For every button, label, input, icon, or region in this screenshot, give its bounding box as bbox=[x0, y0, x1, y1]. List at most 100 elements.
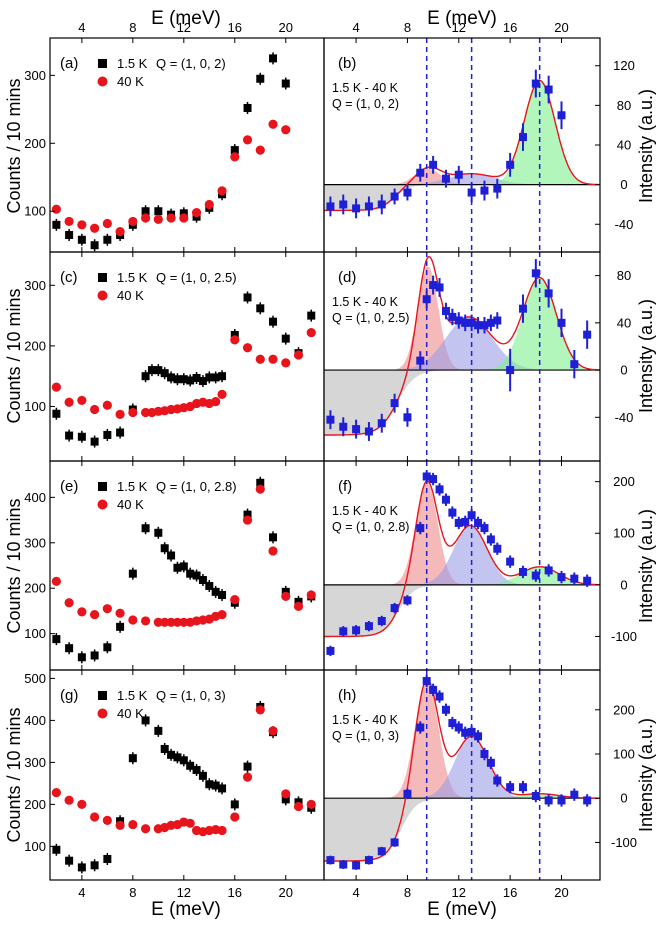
data-point-lowT bbox=[230, 146, 239, 155]
data-point-highT bbox=[293, 801, 304, 812]
data-point-lowT bbox=[90, 241, 99, 250]
data-point bbox=[403, 789, 412, 798]
data-point-lowT bbox=[218, 784, 227, 793]
panel-label: (c) bbox=[60, 269, 78, 286]
data-point bbox=[390, 399, 399, 408]
data-point-lowT bbox=[103, 430, 112, 439]
data-point-highT bbox=[128, 819, 138, 830]
data-point-lowT bbox=[281, 334, 290, 343]
xtick-label-top: 4 bbox=[78, 20, 85, 35]
data-point-highT bbox=[64, 397, 74, 407]
data-point bbox=[467, 318, 476, 327]
plot-area-g bbox=[51, 700, 316, 874]
data-point-lowT bbox=[116, 428, 125, 437]
data-point-lowT bbox=[103, 235, 112, 244]
data-point bbox=[326, 202, 335, 211]
data-point-highT bbox=[230, 152, 240, 162]
fit-curve bbox=[324, 480, 600, 638]
data-point bbox=[480, 750, 489, 758]
data-point bbox=[422, 295, 431, 304]
data-point-lowT bbox=[128, 754, 137, 763]
bottom-xlabel-left: E (meV) bbox=[151, 899, 221, 920]
legend-marker-lowT bbox=[98, 59, 107, 68]
data-point-lowT bbox=[256, 304, 265, 313]
data-point-highT bbox=[102, 604, 112, 614]
background-fill bbox=[324, 584, 600, 637]
data-point bbox=[377, 847, 386, 856]
data-point-lowT bbox=[186, 761, 195, 770]
data-point-lowT bbox=[205, 373, 214, 382]
data-point-lowT bbox=[186, 569, 195, 578]
data-point-lowT bbox=[90, 437, 99, 446]
data-point-highT bbox=[64, 795, 74, 805]
data-point-highT bbox=[293, 350, 304, 360]
ytick-label: 0 bbox=[620, 577, 627, 592]
data-point-highT bbox=[153, 617, 163, 627]
data-point bbox=[339, 627, 348, 636]
data-point bbox=[454, 518, 463, 527]
data-point bbox=[435, 485, 444, 494]
data-point-lowT bbox=[281, 795, 290, 804]
plot-area-b bbox=[324, 38, 600, 252]
data-point-highT bbox=[217, 389, 227, 399]
data-point-lowT bbox=[65, 431, 74, 440]
q-label: Q = (1, 0, 3) bbox=[332, 729, 399, 743]
data-point bbox=[583, 576, 592, 585]
xtick-label-bottom: 12 bbox=[452, 885, 466, 900]
data-point-lowT bbox=[211, 781, 220, 790]
panel-e: (e) 1.5 K Q = (1, 0, 2.8) 40 K 100 200 300 400 bbox=[24, 460, 325, 671]
ylabel-left-row1: Counts / 10 mins bbox=[4, 78, 24, 213]
data-point bbox=[506, 160, 515, 169]
data-point-highT bbox=[166, 213, 176, 223]
data-point-highT bbox=[90, 404, 100, 415]
data-point-lowT bbox=[179, 209, 188, 218]
data-point bbox=[518, 304, 527, 313]
data-point bbox=[390, 604, 399, 613]
data-point-highT bbox=[64, 598, 74, 608]
data-point-highT bbox=[242, 343, 253, 353]
ytick-label: 200 bbox=[613, 702, 635, 717]
data-point-lowT bbox=[192, 765, 201, 774]
data-point-lowT bbox=[52, 409, 61, 418]
legend-label-lowT: 1.5 K bbox=[117, 270, 148, 285]
data-point-lowT bbox=[230, 330, 239, 339]
legend-label-lowT: 1.5 K bbox=[117, 56, 148, 71]
panel-label: (e) bbox=[60, 478, 78, 495]
plot-area-h bbox=[324, 670, 600, 880]
xtick-label-bottom: 8 bbox=[129, 885, 136, 900]
xtick-label-bottom: 16 bbox=[228, 885, 242, 900]
data-point-lowT bbox=[77, 863, 86, 872]
data-point-lowT bbox=[179, 562, 188, 571]
data-point-lowT bbox=[65, 856, 74, 865]
legend-marker-highT bbox=[97, 290, 108, 301]
data-point-highT bbox=[77, 799, 87, 810]
data-point-highT bbox=[128, 216, 138, 227]
data-point bbox=[454, 723, 463, 732]
panel-label: (h) bbox=[338, 687, 356, 704]
data-point bbox=[474, 321, 483, 330]
data-point-lowT bbox=[141, 207, 150, 216]
data-point-highT bbox=[191, 207, 202, 218]
data-point-highT bbox=[166, 617, 176, 627]
data-point bbox=[422, 472, 431, 481]
xtick-label-bottom: 4 bbox=[78, 885, 85, 900]
data-point-lowT bbox=[179, 375, 188, 384]
data-point bbox=[486, 318, 495, 327]
data-point bbox=[326, 646, 335, 655]
data-point bbox=[352, 861, 361, 870]
data-point-highT bbox=[230, 594, 240, 605]
ylabel-left-row2: Counts / 10 mins bbox=[4, 288, 24, 423]
xtick-label-top: 20 bbox=[279, 20, 293, 35]
ytick-label: 0 bbox=[620, 363, 627, 378]
data-point-highT bbox=[140, 824, 151, 834]
background-fill bbox=[324, 370, 600, 435]
legend-label-lowT: 1.5 K bbox=[117, 479, 148, 494]
data-point bbox=[429, 160, 438, 169]
peak-fill-2 bbox=[324, 173, 600, 185]
data-point-highT bbox=[77, 220, 87, 230]
ytick-label: 400 bbox=[24, 713, 46, 728]
data-point bbox=[441, 174, 450, 183]
data-point bbox=[518, 567, 527, 576]
data-point bbox=[364, 622, 373, 631]
data-point-lowT bbox=[160, 544, 169, 553]
